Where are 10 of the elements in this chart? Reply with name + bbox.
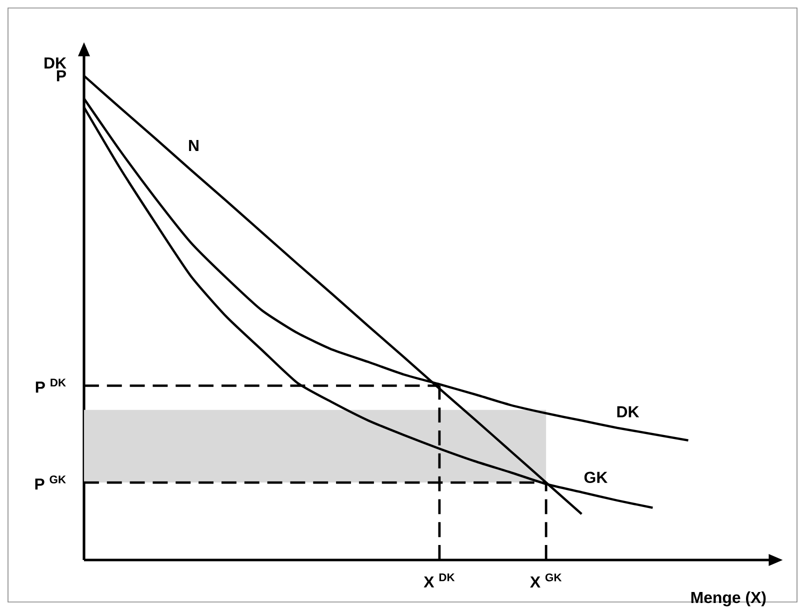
ref-line-label: P $^{DK}$: [36, 378, 66, 393]
x-axis-title: Menge (X): [691, 591, 766, 606]
series-label: N: [189, 140, 198, 152]
x-tick-label: X $^{DK}$: [424, 573, 455, 588]
x-tick-label: X $^{GK}$: [530, 573, 562, 588]
series-label: GK: [584, 472, 608, 484]
y-axis-title: DK: [44, 57, 66, 68]
text: P: [56, 70, 66, 82]
ref-line-label: P $^{GK}$: [35, 476, 66, 490]
series-label: DK: [617, 406, 640, 418]
